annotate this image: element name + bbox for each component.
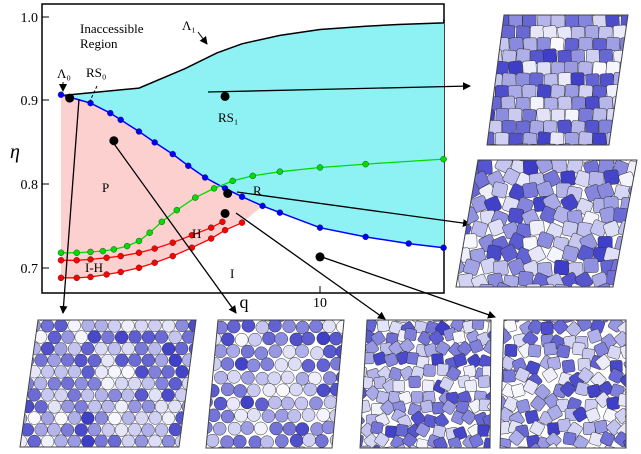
x-tick-label: 10: [313, 296, 327, 311]
blue-marker: [201, 174, 209, 181]
red-upper-marker: [57, 257, 65, 264]
state-point: [65, 93, 75, 103]
red-upper-marker: [169, 239, 176, 246]
lambda0-label: Λ₀: [57, 66, 71, 81]
blue-marker: [276, 209, 284, 216]
configuration-panel-bottom-3: [359, 319, 492, 449]
green-marker: [135, 237, 143, 245]
red-lower-marker: [117, 268, 124, 276]
h-label: H: [192, 226, 201, 241]
phase-regions: [61, 19, 444, 278]
y-tick-label: 1.0: [21, 11, 39, 26]
green-marker: [362, 160, 369, 168]
green-marker: [276, 168, 284, 175]
green-marker: [158, 218, 165, 226]
red-lower-marker: [151, 259, 158, 266]
p-label: P: [102, 180, 109, 195]
green-marker: [123, 242, 131, 250]
y-tick-label: 0.9: [21, 94, 39, 109]
blue-marker: [135, 128, 143, 135]
configuration-panel-bottom-2: [205, 319, 345, 449]
ih-label: I-H: [85, 260, 103, 275]
blue-marker: [169, 150, 176, 158]
red-upper-marker: [87, 256, 94, 263]
blue-marker: [362, 233, 369, 241]
green-marker: [192, 194, 199, 201]
green-marker: [229, 177, 236, 185]
state-point: [220, 91, 230, 101]
red-upper-marker: [117, 252, 124, 260]
y-axis-label: η: [10, 141, 20, 163]
green-marker: [249, 172, 256, 180]
red-lower-marker: [57, 274, 65, 282]
blue-marker: [238, 193, 246, 200]
red-upper-marker: [188, 231, 196, 239]
red-upper-marker: [151, 245, 158, 252]
state-points: [65, 91, 325, 262]
red-lower-marker: [238, 219, 246, 226]
y-tick-label: 0.8: [21, 178, 39, 193]
green-marker: [99, 247, 106, 255]
green-marker: [440, 155, 447, 163]
blue-marker: [185, 162, 192, 170]
green-marker: [316, 164, 324, 171]
state-point: [220, 208, 230, 218]
green-marker: [57, 249, 65, 256]
blue-marker: [151, 139, 158, 146]
green-marker: [73, 249, 80, 256]
red-lower-marker: [135, 264, 143, 271]
red-upper-marker: [135, 249, 143, 256]
configuration-panel-bottom-1: [19, 319, 197, 448]
configuration-panel-right-1: [486, 14, 629, 146]
green-marker: [87, 248, 94, 256]
blue-marker: [259, 202, 266, 210]
state-point-arrows: [59, 82, 496, 320]
rs1-label: RS₁: [218, 110, 238, 125]
red-upper-marker: [219, 218, 226, 226]
state-point: [315, 252, 325, 262]
green-marker: [110, 246, 118, 253]
blue-marker: [440, 244, 447, 251]
green-marker: [146, 229, 153, 236]
blue-marker: [57, 91, 65, 98]
green-marker: [210, 185, 218, 192]
red-upper-marker: [103, 254, 110, 261]
configuration-panels: [19, 14, 638, 449]
red-lower-marker: [87, 273, 94, 281]
y-axis: 1.0 0.9 0.8 0.7 η: [10, 11, 49, 277]
blue-marker: [117, 116, 124, 124]
blue-marker: [316, 224, 324, 231]
inaccessible-region-label: Inaccessible Region: [80, 21, 144, 51]
configuration-panel-right-2: [455, 159, 638, 288]
red-lower-marker: [73, 274, 80, 282]
rs-region-fill: [61, 19, 444, 248]
configuration-panel-bottom-4: [499, 319, 627, 449]
lambda1-curve: [60, 19, 445, 97]
lambda1-label: Λ₁: [182, 18, 196, 33]
red-lower-marker: [207, 235, 215, 242]
blue-marker: [107, 109, 114, 117]
red-upper-marker: [207, 224, 215, 231]
y-tick-label: 0.7: [21, 262, 39, 277]
blue-marker: [405, 240, 412, 247]
x-axis-label: q: [240, 292, 249, 312]
x-axis: 10 q: [240, 286, 327, 312]
red-upper-marker: [73, 257, 80, 264]
state-point: [223, 188, 233, 198]
red-lower-marker: [221, 226, 229, 234]
red-lower-marker: [169, 252, 176, 260]
curve-markers: [57, 91, 447, 282]
green-marker: [173, 206, 181, 214]
red-lower-marker: [103, 271, 110, 278]
state-point: [109, 136, 119, 146]
rs0-label: RS₀: [86, 65, 106, 80]
r-label: R: [253, 183, 262, 198]
i-label: I: [230, 266, 234, 281]
region-labels: Inaccessible Region Λ₁ Λ₀ RS₀ RS₁ P R H I…: [57, 18, 262, 281]
